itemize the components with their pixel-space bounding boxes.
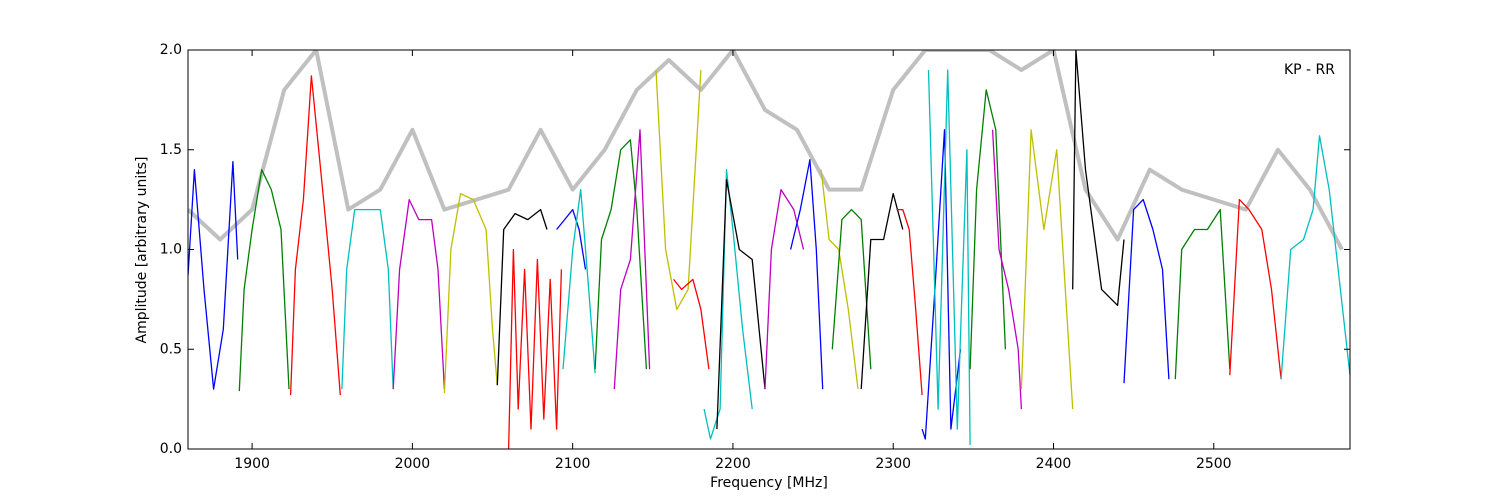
x-tick-label: 2400: [1036, 456, 1072, 472]
x-tick-label: 2300: [875, 456, 911, 472]
spectrum-line: [341, 208, 394, 390]
spectrum-line: [1174, 208, 1231, 380]
x-tick-label: 2500: [1196, 456, 1232, 472]
spectrum-line: [789, 159, 824, 390]
spectrum-line: [1229, 198, 1282, 380]
spectrum-line: [594, 139, 648, 370]
spectrum-line: [927, 69, 971, 446]
spectrum-line: [1123, 198, 1170, 384]
y-tick-label: 0.0: [160, 441, 182, 457]
spectrum-line: [1280, 135, 1350, 380]
y-tick-label: 2.0: [160, 42, 182, 58]
spectrum-line: [860, 192, 904, 390]
spectrum-line: [507, 248, 563, 449]
y-axis-label: Amplitude [arbitrary units]: [134, 157, 150, 344]
lines: [188, 50, 1350, 449]
spectrum-line: [820, 169, 859, 390]
y-tick-label: 0.5: [160, 341, 182, 357]
y-tick-label: 1.5: [160, 142, 182, 158]
spectrum-line: [238, 169, 290, 392]
spectrum-line: [831, 208, 872, 370]
y-tick-label: 1.0: [160, 242, 182, 258]
x-axis-label: Frequency [MHz]: [710, 475, 828, 491]
spectrum-line: [673, 278, 710, 370]
x-tick-label: 2000: [395, 456, 431, 472]
annotation: KP - RR: [1284, 62, 1335, 78]
spectrum-line: [1072, 50, 1125, 307]
spectrum-line: [289, 75, 341, 396]
spectrum-line: [655, 69, 702, 311]
spectrum-line: [188, 50, 1344, 251]
spectrum-line: [1020, 129, 1074, 410]
x-tick-label: 1900: [234, 456, 270, 472]
spectrum-line: [716, 179, 766, 430]
spectrum-line: [562, 188, 596, 374]
x-tick-label: 2100: [555, 456, 591, 472]
spectrum-line: [443, 192, 498, 394]
spectrum-line: [613, 129, 651, 390]
spectrum-line: [392, 198, 446, 390]
x-tick-label: 2200: [715, 456, 751, 472]
spectrum-line: [969, 89, 1007, 370]
spectrum-line: [188, 161, 239, 390]
spectrum-line: [921, 129, 962, 440]
spectrum-line: [496, 208, 548, 386]
spectrum-line: [703, 169, 753, 440]
spectrum-line: [991, 129, 1023, 410]
spectrum-line: [896, 208, 923, 396]
spectrum-line: [556, 208, 587, 270]
plot-area: [188, 50, 1350, 449]
